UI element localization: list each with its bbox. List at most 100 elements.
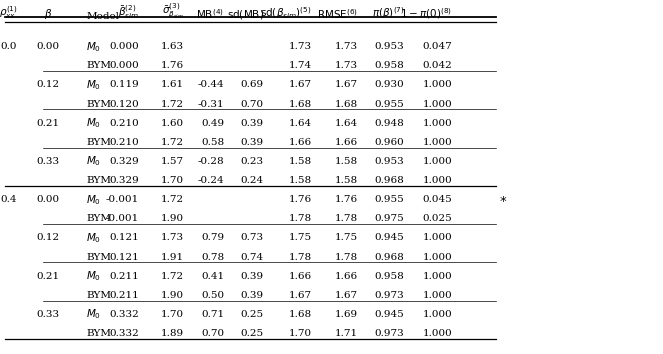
Text: BYM: BYM [86, 329, 111, 338]
Text: 1.000: 1.000 [422, 138, 452, 147]
Text: 1.000: 1.000 [422, 329, 452, 338]
Text: 0.73: 0.73 [241, 233, 264, 242]
Text: 1.70: 1.70 [161, 176, 184, 185]
Text: 0.948: 0.948 [375, 119, 404, 128]
Text: 0.968: 0.968 [375, 176, 404, 185]
Text: 0.121: 0.121 [109, 233, 139, 242]
Text: 1.60: 1.60 [161, 119, 184, 128]
Text: 0.119: 0.119 [109, 80, 139, 90]
Text: 0.12: 0.12 [36, 233, 59, 242]
Text: 1.64: 1.64 [288, 119, 312, 128]
Text: $M_0$: $M_0$ [86, 193, 101, 206]
Text: 0.70: 0.70 [241, 99, 264, 109]
Text: -0.001: -0.001 [106, 195, 139, 204]
Text: -0.31: -0.31 [198, 99, 224, 109]
Text: 0.33: 0.33 [36, 157, 59, 166]
Text: BYM: BYM [86, 214, 111, 223]
Text: 1.73: 1.73 [161, 233, 184, 242]
Text: -0.001: -0.001 [106, 214, 139, 223]
Text: 1.72: 1.72 [161, 99, 184, 109]
Text: 0.4: 0.4 [1, 195, 17, 204]
Text: 0.39: 0.39 [241, 272, 264, 281]
Text: 0.39: 0.39 [241, 138, 264, 147]
Text: 0.329: 0.329 [109, 157, 139, 166]
Text: 1.78: 1.78 [288, 214, 312, 223]
Text: 1.58: 1.58 [288, 157, 312, 166]
Text: 0.69: 0.69 [241, 80, 264, 90]
Text: $M_0$: $M_0$ [86, 231, 101, 245]
Text: 1.70: 1.70 [161, 310, 184, 319]
Text: 1.000: 1.000 [422, 80, 452, 90]
Text: 0.33: 0.33 [36, 310, 59, 319]
Text: 1.70: 1.70 [288, 329, 312, 338]
Text: 1.000: 1.000 [422, 157, 452, 166]
Text: 1.76: 1.76 [288, 195, 312, 204]
Text: -0.24: -0.24 [198, 176, 224, 185]
Text: 0.329: 0.329 [109, 176, 139, 185]
Text: BYM: BYM [86, 291, 111, 300]
Text: 1.000: 1.000 [422, 252, 452, 262]
Text: -0.28: -0.28 [198, 157, 224, 166]
Text: 1.72: 1.72 [161, 272, 184, 281]
Text: 1.72: 1.72 [161, 195, 184, 204]
Text: 1.000: 1.000 [422, 233, 452, 242]
Text: $M_0$: $M_0$ [86, 40, 101, 53]
Text: 0.25: 0.25 [241, 310, 264, 319]
Text: $1-\pi(0)^{(8)}$: $1-\pi(0)^{(8)}$ [400, 6, 452, 21]
Text: 0.79: 0.79 [201, 233, 224, 242]
Text: 0.045: 0.045 [422, 195, 452, 204]
Text: 0.047: 0.047 [422, 42, 452, 51]
Text: 0.70: 0.70 [201, 329, 224, 338]
Text: 1.78: 1.78 [335, 252, 358, 262]
Text: 1.67: 1.67 [335, 80, 358, 90]
Text: 0.39: 0.39 [241, 119, 264, 128]
Text: 1.68: 1.68 [288, 310, 312, 319]
Text: 1.57: 1.57 [161, 157, 184, 166]
Text: 1.58: 1.58 [288, 176, 312, 185]
Text: 1.75: 1.75 [335, 233, 358, 242]
Text: 1.67: 1.67 [288, 291, 312, 300]
Text: 1.76: 1.76 [161, 61, 184, 70]
Text: 0.211: 0.211 [109, 291, 139, 300]
Text: 1.76: 1.76 [335, 195, 358, 204]
Text: BYM: BYM [86, 61, 111, 70]
Text: 1.68: 1.68 [335, 99, 358, 109]
Text: 1.000: 1.000 [422, 291, 452, 300]
Text: 1.000: 1.000 [422, 176, 452, 185]
Text: $M_0$: $M_0$ [86, 155, 101, 168]
Text: 0.23: 0.23 [241, 157, 264, 166]
Text: 0.953: 0.953 [375, 42, 404, 51]
Text: 0.025: 0.025 [422, 214, 452, 223]
Text: 0.958: 0.958 [375, 61, 404, 70]
Text: 0.24: 0.24 [241, 176, 264, 185]
Text: 0.21: 0.21 [36, 272, 59, 281]
Text: 0.0: 0.0 [1, 42, 17, 51]
Text: $\bar{\beta}_{sim}^{(2)}$: $\bar{\beta}_{sim}^{(2)}$ [118, 3, 139, 21]
Text: 0.953: 0.953 [375, 157, 404, 166]
Text: 0.50: 0.50 [201, 291, 224, 300]
Text: Model: Model [86, 12, 119, 21]
Text: BYM: BYM [86, 99, 111, 109]
Text: $M_0$: $M_0$ [86, 308, 101, 321]
Text: BYM: BYM [86, 138, 111, 147]
Text: $M_0$: $M_0$ [86, 269, 101, 283]
Text: 0.58: 0.58 [201, 138, 224, 147]
Text: 0.960: 0.960 [375, 138, 404, 147]
Text: $\rho_{xx}^{(1)}$: $\rho_{xx}^{(1)}$ [0, 5, 18, 21]
Text: $\mathrm{sd(MB)}$: $\mathrm{sd(MB)}$ [227, 8, 264, 21]
Text: $\beta$: $\beta$ [44, 7, 52, 21]
Text: 0.78: 0.78 [201, 252, 224, 262]
Text: 1.73: 1.73 [288, 42, 312, 51]
Text: 0.121: 0.121 [109, 252, 139, 262]
Text: 0.332: 0.332 [109, 310, 139, 319]
Text: 1.73: 1.73 [335, 61, 358, 70]
Text: 1.78: 1.78 [288, 252, 312, 262]
Text: $\pi(\beta)^{(7)}$: $\pi(\beta)^{(7)}$ [372, 5, 404, 21]
Text: BYM: BYM [86, 176, 111, 185]
Text: 1.000: 1.000 [422, 310, 452, 319]
Text: 1.90: 1.90 [161, 291, 184, 300]
Text: 1.58: 1.58 [335, 176, 358, 185]
Text: 1.000: 1.000 [422, 99, 452, 109]
Text: 0.41: 0.41 [201, 272, 224, 281]
Text: 0.955: 0.955 [375, 99, 404, 109]
